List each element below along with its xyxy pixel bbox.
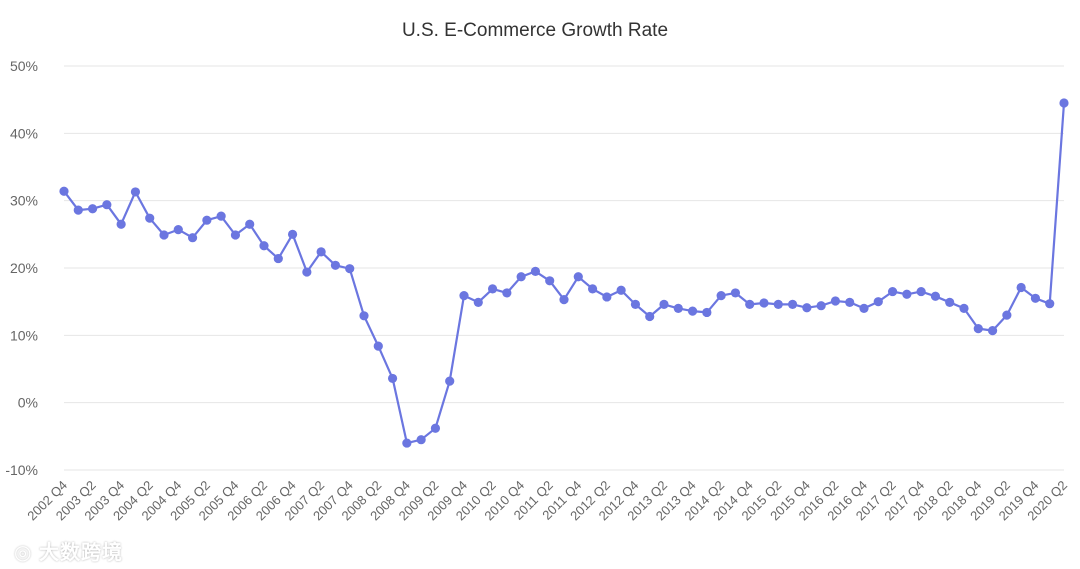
data-point	[759, 298, 769, 308]
data-point	[773, 299, 783, 309]
data-point	[516, 272, 526, 282]
data-point	[873, 297, 883, 307]
data-point	[59, 186, 69, 196]
data-point	[73, 205, 83, 215]
data-point	[902, 289, 912, 299]
data-point	[1045, 299, 1055, 309]
data-point	[187, 233, 198, 243]
data-point	[302, 267, 312, 277]
data-point	[859, 303, 869, 313]
data-point	[745, 299, 755, 309]
watermark-text: 大数跨境	[39, 542, 124, 564]
data-point	[887, 286, 898, 297]
data-point	[316, 247, 326, 257]
data-point	[387, 373, 398, 384]
data-point	[945, 297, 955, 307]
data-point	[502, 288, 512, 298]
data-point	[1030, 293, 1041, 303]
data-point	[987, 326, 998, 336]
data-point	[159, 230, 169, 240]
data-point	[416, 435, 426, 445]
data-point	[687, 306, 698, 316]
data-point	[102, 200, 112, 210]
data-point	[1002, 310, 1012, 320]
data-point	[573, 272, 583, 282]
data-point	[730, 288, 741, 298]
data-point	[630, 299, 641, 309]
data-point	[273, 253, 283, 264]
data-point	[116, 219, 126, 229]
chart-title: U.S. E-Commerce Growth Rate	[402, 20, 668, 41]
watermark-logo: ◎ 大数跨境	[14, 536, 123, 565]
data-point	[445, 376, 455, 386]
data-point	[145, 213, 155, 223]
data-point	[530, 266, 541, 276]
data-point	[216, 211, 226, 221]
series-line	[63, 102, 1066, 445]
y-tick-label: 10%	[10, 327, 38, 343]
data-point	[473, 297, 483, 307]
data-point	[359, 311, 369, 321]
data-point	[259, 241, 269, 251]
data-point	[559, 295, 569, 305]
watermark-icon: ◎	[14, 542, 33, 564]
data-point	[959, 303, 969, 313]
data-point	[1016, 282, 1026, 293]
data-point	[287, 229, 298, 239]
y-axis-tick-labels: -10% 0% 10% 20% 30% 40% 50%	[5, 58, 38, 478]
y-tick-label: 40%	[10, 125, 38, 141]
data-point	[487, 284, 498, 294]
data-point	[459, 291, 469, 301]
data-point	[430, 423, 441, 433]
y-tick-label: -10%	[5, 462, 38, 478]
data-point	[787, 299, 798, 309]
data-point	[230, 230, 241, 240]
y-tick-label: 50%	[10, 58, 38, 74]
y-tick-label: 30%	[10, 193, 38, 209]
data-point	[702, 307, 712, 318]
data-point	[587, 284, 598, 294]
data-point	[845, 297, 855, 307]
data-point	[345, 264, 355, 274]
data-point	[802, 303, 812, 313]
data-point	[402, 438, 412, 448]
y-tick-label: 0%	[18, 395, 38, 411]
data-point	[173, 225, 183, 235]
data-point	[330, 260, 341, 270]
data-point	[916, 286, 926, 297]
data-point	[87, 204, 98, 214]
data-point	[716, 291, 726, 301]
data-point	[545, 276, 555, 286]
data-point	[616, 285, 626, 295]
data-point	[645, 311, 655, 322]
data-point	[830, 296, 841, 306]
data-point	[602, 292, 612, 302]
y-tick-label: 20%	[10, 260, 38, 276]
data-point	[673, 303, 683, 313]
data-point	[130, 187, 141, 197]
data-point	[816, 301, 826, 311]
data-point	[202, 215, 212, 225]
data-point	[1059, 98, 1069, 108]
data-point	[973, 324, 983, 334]
data-point	[245, 219, 255, 229]
data-points	[59, 98, 1069, 448]
data-point	[373, 341, 383, 351]
data-point	[930, 291, 941, 301]
data-point	[659, 299, 669, 309]
grid-lines	[64, 65, 1064, 471]
